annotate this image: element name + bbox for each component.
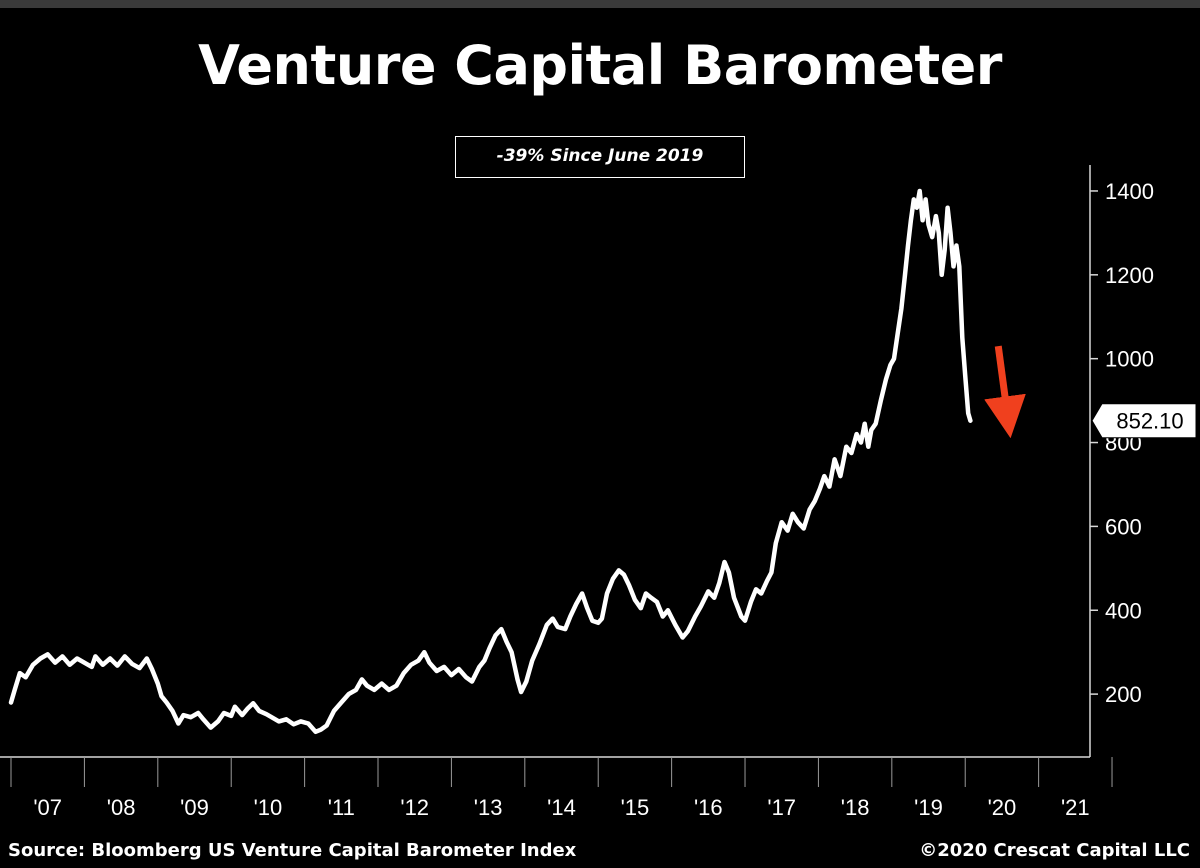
last-value-label: 852.10 (1116, 409, 1183, 434)
annotation-box: -39% Since June 2019 (455, 136, 745, 178)
x-tick-label-'09: '09 (180, 795, 209, 820)
x-tick-label-'10: '10 (254, 795, 283, 820)
x-tick-label-'08: '08 (107, 795, 136, 820)
source-note: Source: Bloomberg US Venture Capital Bar… (8, 840, 577, 861)
y-tick-label-1200: 1200 (1105, 263, 1154, 288)
last-value-box (1091, 403, 1197, 439)
x-tick-label-'13: '13 (474, 795, 503, 820)
down-arrow-icon (984, 345, 1026, 439)
x-tick-label-'18: '18 (841, 795, 870, 820)
chart-title: Venture Capital Barometer (198, 34, 1002, 97)
x-tick-label-'15: '15 (621, 795, 650, 820)
x-tick-label-'19: '19 (914, 795, 943, 820)
annotation-group (984, 345, 1026, 439)
y-tick-label-200: 200 (1105, 682, 1142, 707)
x-tick-label-'11: '11 (328, 795, 355, 820)
x-tick-label-'14: '14 (547, 795, 576, 820)
series-line-0 (8, 188, 973, 735)
x-tick-label-'07: '07 (33, 795, 62, 820)
top-border (0, 0, 1200, 8)
x-tick-label-'17: '17 (767, 795, 796, 820)
series-group: 852.10 (8, 188, 1197, 735)
y-tick-label-1400: 1400 (1105, 179, 1154, 204)
x-tick-label-'21: '21 (1061, 795, 1090, 820)
y-tick-label-600: 600 (1105, 514, 1142, 539)
y-tick-label-1000: 1000 (1105, 347, 1154, 372)
x-tick-label-'16: '16 (694, 795, 723, 820)
last-value-tag: 852.10 (1091, 403, 1197, 439)
copyright-note: ©2020 Crescat Capital LLC (919, 840, 1190, 861)
x-tick-label-'20: '20 (988, 795, 1017, 820)
x-tick-label-'12: '12 (400, 795, 429, 820)
y-tick-label-400: 400 (1105, 598, 1142, 623)
